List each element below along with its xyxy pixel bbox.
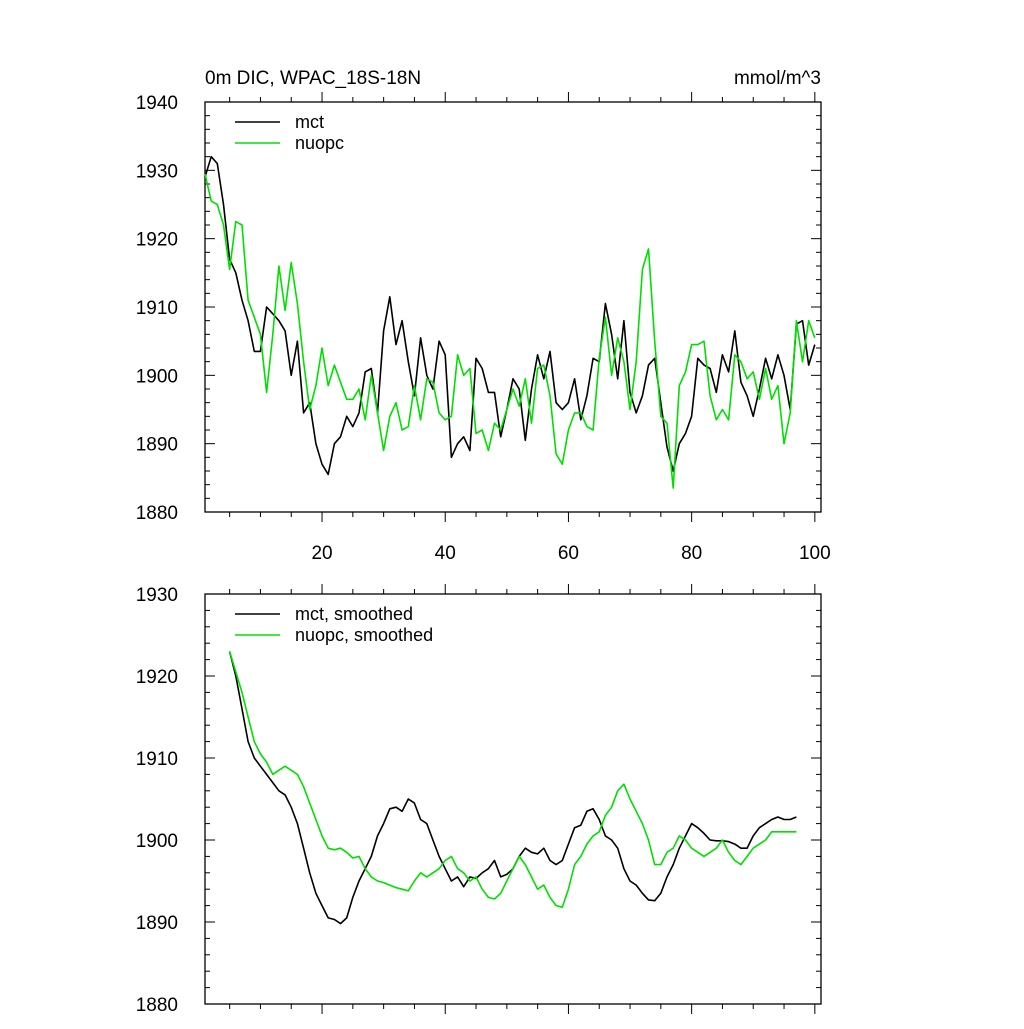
panel2-series-mct-smoothed-line — [228, 651, 797, 925]
panel1-x-tick-label: 80 — [681, 543, 702, 564]
panel2-frame — [204, 593, 822, 1005]
panel2-y-tick-label: 1880 — [136, 995, 178, 1016]
panel1-y-tick-label: 1910 — [136, 298, 178, 319]
panel1-legend-label-0: mct — [295, 112, 324, 132]
panel1-x-tick-label: 20 — [311, 543, 332, 564]
panel2-legend-label-0: mct, smoothed — [295, 604, 413, 624]
panel2-legend-label-1: nuopc, smoothed — [295, 625, 433, 645]
panel1-legend-label-1: nuopc — [295, 133, 344, 153]
panel2-y-tick-label: 1920 — [136, 667, 178, 688]
panel2-y-tick-label: 1890 — [136, 913, 178, 934]
panel2-series-nuopc-smoothed-line — [228, 651, 797, 909]
panel1-title: 0m DIC, WPAC_18S-18N — [205, 68, 421, 89]
panel1-x-tick-label: 60 — [558, 543, 579, 564]
panel1-y-tick-label: 1900 — [136, 366, 178, 387]
panel1-y-tick-label: 1920 — [136, 230, 178, 251]
panel1-y-tick-label: 1940 — [136, 93, 178, 114]
panel1-units-label: mmol/m^3 — [734, 68, 821, 89]
panel1-x-tick-label: 100 — [799, 543, 831, 564]
panel1-series-nuopc-line — [204, 173, 816, 489]
panel2-y-tick-label: 1910 — [136, 749, 178, 770]
panel1-y-tick-label: 1880 — [136, 503, 178, 524]
panel1-y-tick-label: 1930 — [136, 161, 178, 182]
panel1-x-tick-label: 40 — [435, 543, 456, 564]
panel2-y-tick-label: 1930 — [136, 585, 178, 606]
panel2-y-tick-label: 1900 — [136, 831, 178, 852]
panel1-series-mct-line — [204, 155, 816, 476]
panel1-y-tick-label: 1890 — [136, 435, 178, 456]
